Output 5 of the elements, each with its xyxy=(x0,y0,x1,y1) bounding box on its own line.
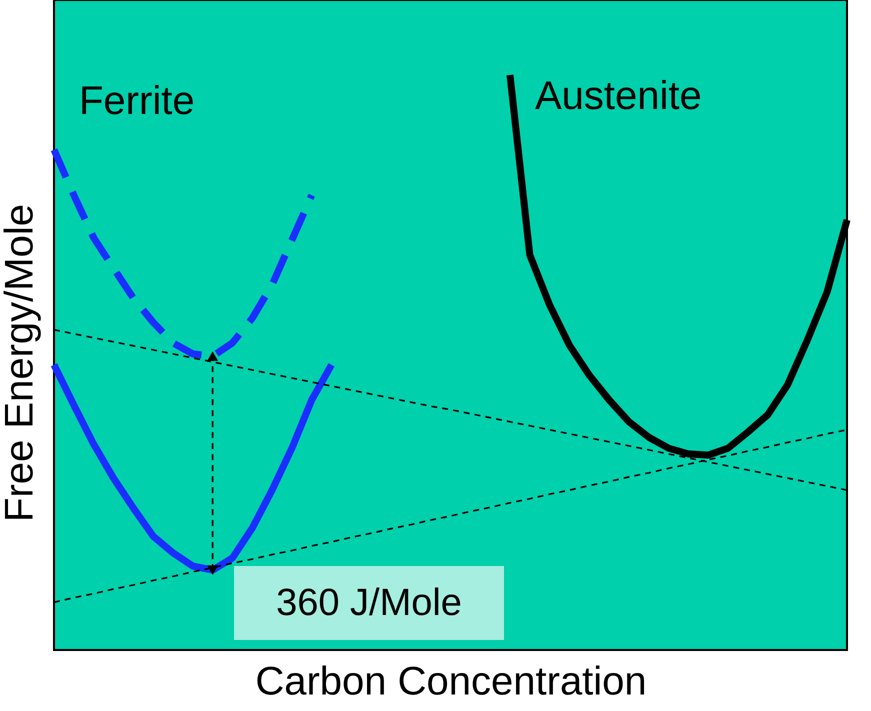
annotation: 360 J/Mole xyxy=(276,582,462,624)
series-label: Ferrite xyxy=(79,78,195,123)
series-label: Austenite xyxy=(534,74,702,118)
x-axis-title: Carbon Concentration xyxy=(255,660,647,704)
y-axis-title: Free Energy/Mole xyxy=(0,204,42,522)
